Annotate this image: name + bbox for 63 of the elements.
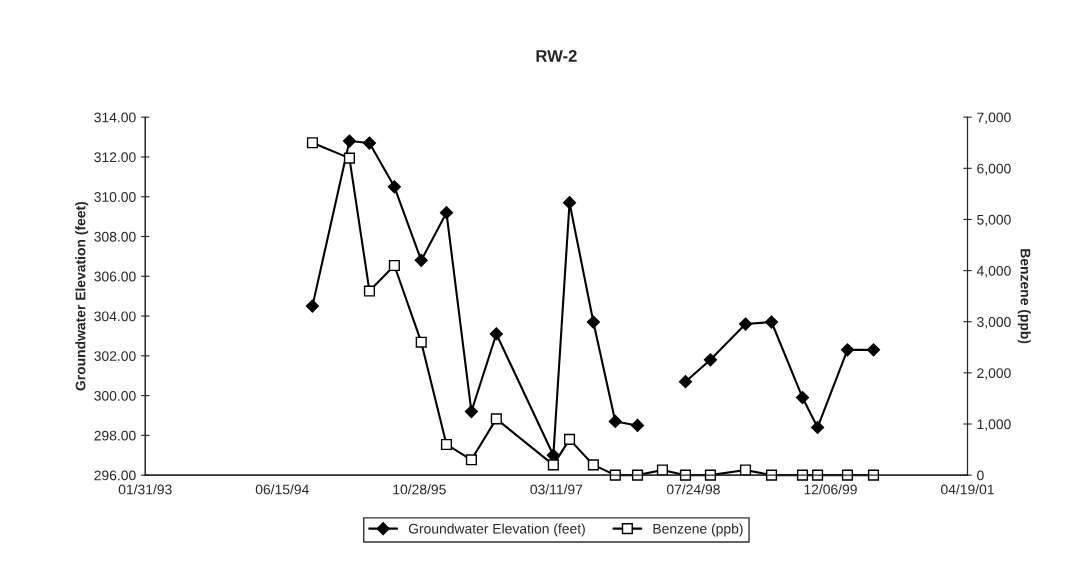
point [764,315,779,329]
point [656,464,669,476]
y2-tick-label: 5,000 [977,214,1011,227]
y-tick-label: 302.00 [94,351,136,361]
point [362,136,377,150]
y2-tick-label: 2,000 [977,368,1011,380]
y-tick-label: 300.00 [94,390,136,401]
y-tick-label: 298.00 [94,430,136,441]
point [630,418,645,433]
point [388,259,400,272]
legend-label: Benzene (ppb) [653,523,743,537]
point [415,336,427,348]
y-tick-label: 314.00 [94,112,136,123]
y-tick-label: 304.00 [94,311,136,322]
y-tick-label: 312.00 [94,152,136,163]
x-tick-label: 10/28/95 [393,484,446,495]
y2-tick-label: 1,000 [977,419,1011,431]
point [795,390,810,405]
point [703,353,718,367]
point [587,459,599,471]
x-tick-label: 12/06/99 [804,484,857,495]
point [305,299,320,313]
legend-label: Groundwater Elevation (feet) [408,523,585,537]
y2-tick-label: 0 [977,470,984,481]
y-tick-label: 308.00 [94,231,136,242]
point [586,315,600,329]
point [306,137,318,149]
y2-tick-label: 6,000 [977,163,1011,176]
point [866,343,881,357]
point [465,454,477,466]
y2-tick-label: 4,000 [976,265,1011,278]
y2-tick-label: 7,000 [977,112,1011,124]
point [489,327,503,341]
y-tick-label: 310.00 [94,192,136,202]
point [563,433,576,445]
point [739,464,752,476]
point [678,375,693,389]
point [439,206,454,220]
point [738,317,753,331]
point [547,459,559,471]
chart-title: RW-2 [536,49,577,62]
point [414,253,428,267]
point [490,413,502,425]
x-tick-label: 01/31/93 [118,484,172,495]
point [562,196,577,210]
point [840,343,855,357]
point [342,134,357,148]
point [343,152,355,164]
point [440,438,453,451]
x-tick-label: 03/11/97 [530,484,583,495]
point [363,285,375,297]
point [608,414,622,429]
y-axis-title: Groundwater Elevation (feet) [75,201,89,391]
point [387,180,401,194]
y2-axis-title: Benzene (ppb) [1017,249,1031,344]
x-tick-label: 06/15/94 [255,484,309,495]
y-tick-label: 306.00 [94,271,136,282]
point [810,420,825,435]
y-tick-label: 296.00 [94,470,136,481]
y2-tick-label: 3,000 [977,317,1011,329]
x-tick-label: 04/19/01 [941,484,994,495]
x-tick-label: 07/24/98 [666,484,720,495]
point [464,404,478,419]
